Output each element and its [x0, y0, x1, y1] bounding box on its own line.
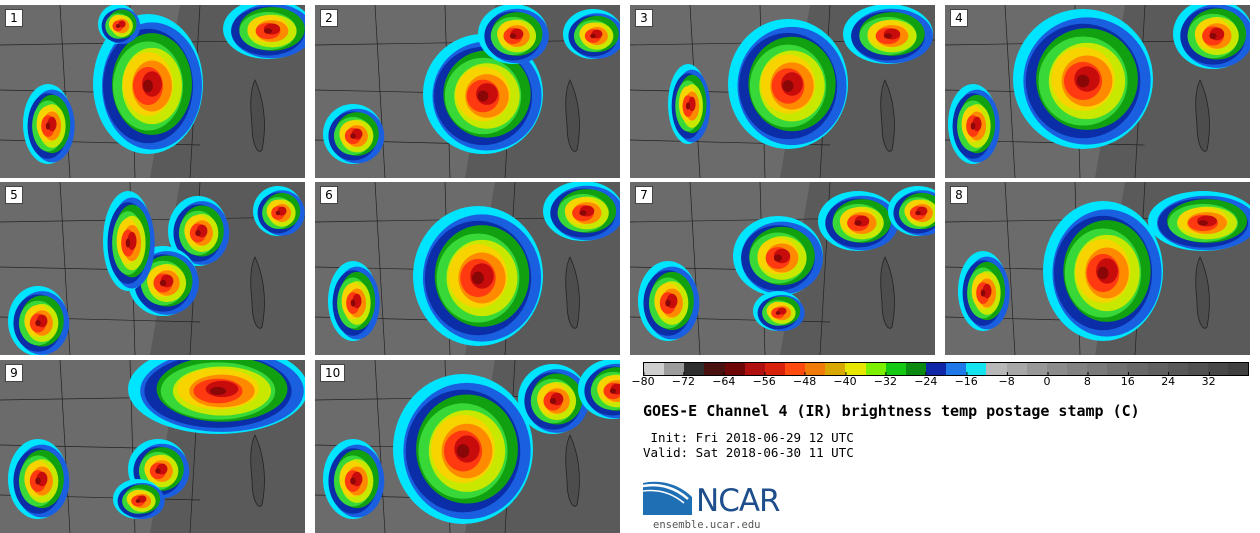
colorbar-tick-label: −16	[954, 372, 978, 388]
ir-imagery	[0, 5, 305, 178]
colorbar-tick-labels: −80 −72 −64 −56 −48 −40 −32 −24 −16 −8 0 8 16 24 32	[631, 372, 1249, 395]
init-time: Init: Fri 2018-06-29 12 UTC	[643, 430, 854, 445]
stamp-panel-8: 8	[945, 182, 1250, 355]
colorbar-swatch	[1046, 363, 1067, 375]
ir-imagery	[630, 5, 935, 178]
ir-imagery	[630, 182, 935, 355]
colorbar-swatch	[1127, 363, 1148, 375]
colorbar-swatch	[905, 363, 926, 375]
colorbar-tick-label: −32	[873, 372, 897, 388]
colorbar-swatch	[1026, 363, 1047, 375]
panel-number-label: 7	[635, 186, 653, 204]
colorbar-swatch	[1066, 363, 1088, 375]
panel-number-label: 1	[5, 9, 23, 27]
colorbar-swatch	[744, 363, 765, 375]
panel-number-label: 5	[5, 186, 23, 204]
colorbar-swatch	[885, 363, 906, 375]
panel-number-label: 6	[320, 186, 338, 204]
colorbar-tick-label: −48	[792, 372, 817, 388]
colorbar-tick-label: −64	[712, 372, 736, 388]
panel-number-label: 10	[320, 364, 346, 382]
colorbar-tick-label: 32	[1201, 372, 1216, 388]
ncar-logo-text: NCAR	[696, 483, 781, 519]
panel-number-label: 8	[950, 186, 968, 204]
ir-imagery	[0, 182, 305, 355]
ir-imagery	[315, 182, 620, 355]
colorbar-tick-label: −56	[752, 372, 776, 388]
colorbar-swatch	[1147, 363, 1168, 375]
colorbar-swatch	[784, 363, 806, 375]
website-url: ensemble.ucar.edu	[653, 519, 761, 531]
temperature-colorbar	[643, 362, 1249, 376]
stamp-panel-9: 9	[0, 360, 305, 533]
colorbar-swatch	[946, 363, 967, 375]
colorbar-swatch	[805, 363, 826, 375]
ir-imagery	[315, 5, 620, 178]
stamp-panel-3: 3	[630, 5, 935, 178]
colorbar-swatch	[865, 363, 886, 375]
stamp-panel-10: 10	[315, 360, 620, 533]
colorbar-swatch	[664, 363, 685, 375]
panel-number-label: 2	[320, 9, 338, 27]
stamp-panel-7: 7	[630, 182, 935, 355]
colorbar-swatch	[1187, 363, 1208, 375]
colorbar-swatch	[684, 363, 705, 375]
colorbar-swatch	[704, 363, 725, 375]
panel-number-label: 4	[950, 9, 968, 27]
colorbar-tick-label: −72	[671, 372, 695, 388]
colorbar-swatch	[1006, 363, 1027, 375]
colorbar-swatch	[986, 363, 1007, 375]
colorbar-swatch	[825, 363, 846, 375]
ncar-logo-icon	[642, 481, 692, 515]
colorbar-tick-label: −24	[914, 372, 938, 388]
colorbar-swatch	[845, 363, 866, 375]
stamp-panel-6: 6	[315, 182, 620, 355]
valid-time: Valid: Sat 2018-06-30 11 UTC	[643, 445, 854, 460]
colorbar-tick-label: 0	[1043, 372, 1051, 388]
colorbar-swatch	[1087, 363, 1108, 375]
ir-imagery	[945, 5, 1250, 178]
stamp-panel-1: 1	[0, 5, 305, 178]
colorbar-swatch	[764, 363, 785, 375]
colorbar-tick-label: 24	[1161, 372, 1176, 388]
colorbar-tick-label: 16	[1120, 372, 1135, 388]
stamp-panel-4: 4	[945, 5, 1250, 178]
colorbar-swatch	[925, 363, 947, 375]
ir-imagery	[0, 360, 305, 533]
colorbar-swatch	[644, 363, 665, 375]
ir-imagery	[315, 360, 620, 533]
colorbar-swatch	[1107, 363, 1128, 375]
colorbar-swatch	[1167, 363, 1188, 375]
colorbar-swatch	[1207, 363, 1229, 375]
colorbar-tick-label: −40	[833, 372, 857, 388]
colorbar-tick-label: −80	[631, 372, 655, 388]
colorbar-swatch	[1228, 363, 1249, 375]
colorbar-tick-label: 8	[1083, 372, 1091, 388]
stamp-panel-2: 2	[315, 5, 620, 178]
panel-number-label: 9	[5, 364, 23, 382]
ir-imagery	[945, 182, 1250, 355]
stamp-panel-5: 5	[0, 182, 305, 355]
colorbar-tick-label: −8	[998, 372, 1015, 388]
colorbar-swatch	[966, 363, 987, 375]
product-title: GOES-E Channel 4 (IR) brightness temp po…	[643, 402, 1140, 420]
panel-number-label: 3	[635, 9, 653, 27]
colorbar-swatch	[724, 363, 745, 375]
